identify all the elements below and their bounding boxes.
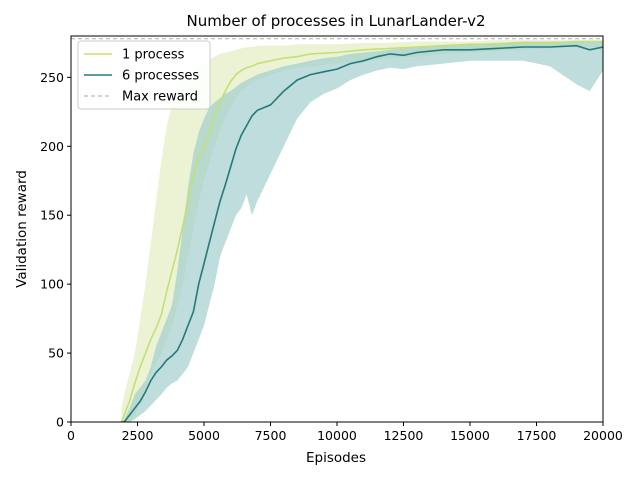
x-tick-label: 17500 [517,428,557,443]
y-axis-label: Validation reward [14,170,30,288]
y-tick-label: 250 [40,70,64,85]
legend: 1 process 6 processes Max reward [77,40,211,110]
y-tick-label: 0 [56,415,64,430]
legend-label-3: Max reward [122,90,198,105]
y-tick-label: 50 [48,346,64,361]
series-line-1 [120,40,603,422]
legend-box [77,40,211,110]
x-tick-label: 15000 [450,428,490,443]
x-axis-label: Episodes [306,450,366,466]
confidence-band-2 [121,41,603,422]
x-axis: 0 2500 5000 7500 10000 12500 15000 17500 20000 [67,422,623,443]
x-tick-label: 20000 [583,428,623,443]
y-tick-label: 150 [40,208,64,223]
chart-title: Number of processes in LunarLander-v2 [186,12,485,30]
series-line-2 [121,44,603,422]
x-tick-label: 10000 [317,428,357,443]
legend-label-1: 1 process [122,48,185,63]
y-axis: 0 50 100 150 200 250 [40,70,71,430]
x-tick-label: 2500 [122,428,154,443]
y-tick-label: 100 [40,277,64,292]
x-tick-label: 7500 [255,428,287,443]
legend-label-2: 6 processes [122,69,199,84]
x-tick-label: 0 [67,428,75,443]
x-tick-label: 12500 [384,428,424,443]
x-tick-label: 5000 [188,428,220,443]
y-tick-label: 200 [40,139,64,154]
